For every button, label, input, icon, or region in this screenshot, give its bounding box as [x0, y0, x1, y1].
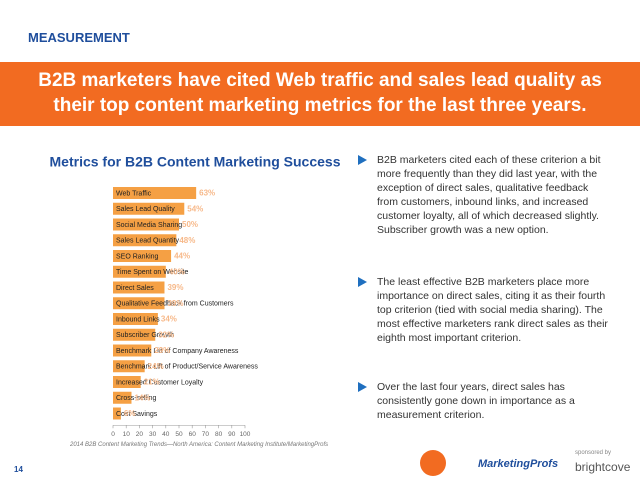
bar — [113, 202, 185, 215]
category-label: Time Spent on Website — [116, 269, 188, 276]
value-label: 34% — [161, 315, 177, 324]
x-tick-label: 80 — [215, 431, 223, 438]
x-tick-label: 20 — [136, 431, 144, 438]
value-label: 63% — [199, 189, 215, 198]
bar — [113, 250, 172, 262]
value-label: 6% — [124, 409, 136, 418]
bullet-text: The least effective B2B marketers place … — [377, 276, 608, 344]
value-label: 40% — [169, 267, 185, 276]
bar — [113, 297, 165, 310]
x-tick-label: 40 — [162, 431, 170, 438]
bar — [113, 265, 166, 278]
x-tick-label: 0 — [111, 431, 115, 438]
category-label: Sales Lead Quality — [116, 206, 175, 213]
cmi-logo — [420, 450, 446, 476]
bar — [113, 313, 158, 325]
bar — [113, 407, 121, 420]
headline-band — [0, 62, 640, 126]
x-tick-label: 50 — [175, 431, 183, 438]
x-tick-label: 60 — [189, 431, 197, 438]
category-label: Cross-selling — [116, 395, 157, 402]
category-label: Sales Lead Quantity — [116, 238, 180, 245]
bar — [113, 234, 177, 247]
category-label: Cost Savings — [116, 411, 158, 418]
value-label: 39% — [167, 283, 183, 292]
value-label: 29% — [154, 346, 170, 355]
logo-text: brightcove — [575, 460, 631, 474]
bar — [113, 218, 179, 231]
value-label: 44% — [174, 252, 190, 261]
value-label: 48% — [179, 236, 195, 245]
bar — [113, 391, 132, 404]
bar — [113, 187, 197, 199]
value-label: 39% — [167, 299, 183, 308]
bullet-text: B2B marketers cited each of these criter… — [377, 154, 601, 236]
category-label: Benchmark Lift of Company Awareness — [116, 348, 239, 355]
x-tick-label: 90 — [228, 431, 236, 438]
category-label: Inbound Links — [116, 316, 160, 323]
category-label: Qualitative Feedback from Customers — [116, 301, 234, 308]
value-label: 50% — [182, 220, 198, 229]
bullet: Over the last four years, direct sales h… — [358, 380, 608, 422]
chart-title: Metrics for B2B Content Marketing Succes… — [50, 154, 340, 170]
x-tick-label: 70 — [202, 431, 210, 438]
category-label: Increased Customer Loyalty — [116, 379, 204, 386]
category-label: Direct Sales — [116, 285, 154, 292]
x-tick-label: 30 — [149, 431, 157, 438]
bullet-text: Over the last four years, direct sales h… — [377, 381, 575, 421]
logo-text: sponsored by — [575, 450, 612, 456]
chart: Metrics for B2B Content Marketing Succes… — [50, 154, 340, 438]
bar — [113, 328, 156, 341]
logo-text: MarketingProfs — [478, 458, 559, 470]
bar — [113, 360, 145, 373]
headline: B2B marketers have cited Web traffic and… — [38, 70, 602, 116]
source: 2014 B2B Content Marketing Trends—North … — [70, 442, 329, 448]
category-label: Subscriber Growth — [116, 332, 174, 339]
category-label: SEO Ranking — [116, 253, 159, 260]
bar — [113, 376, 141, 388]
value-label: 21% — [144, 378, 160, 387]
category-label: Benchmark Lift of Product/Service Awaren… — [116, 364, 258, 371]
bar — [113, 344, 152, 357]
bullet: The least effective B2B marketers place … — [358, 275, 608, 345]
category-label: Social Media Sharing — [116, 222, 182, 229]
value-label: 32% — [158, 330, 174, 339]
page-number: 14 — [14, 465, 23, 474]
x-tick-label: 100 — [240, 431, 251, 438]
category-label: Web Traffic — [116, 190, 152, 197]
x-tick-label: 10 — [123, 431, 131, 438]
bar — [113, 281, 165, 294]
value-label: 54% — [187, 204, 203, 213]
value-label: 14% — [134, 393, 150, 402]
bullet: B2B marketers cited each of these criter… — [358, 153, 608, 237]
section-label: MEASUREMENT — [28, 30, 130, 45]
value-label: 24% — [148, 362, 164, 371]
